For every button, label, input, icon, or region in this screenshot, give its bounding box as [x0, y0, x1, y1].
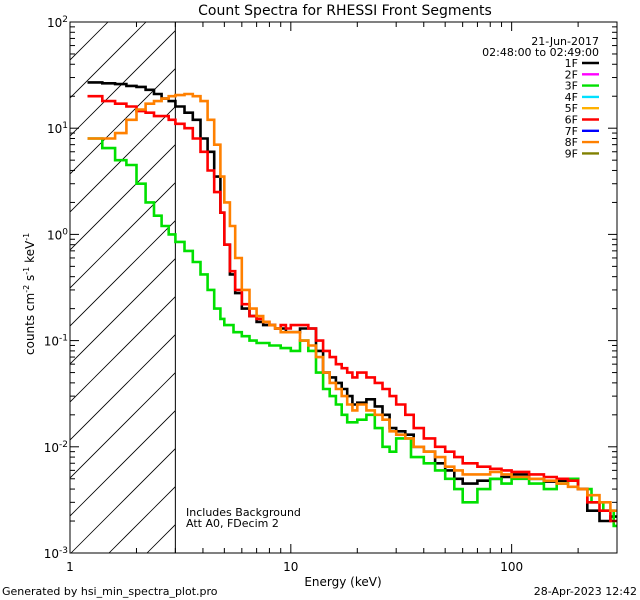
hatch-line: [70, 22, 71, 23]
annotation-background: Includes Background: [186, 506, 301, 519]
hatch-line: [70, 220, 176, 327]
y-axis-label: counts cm-2 s-1 keV-1: [22, 233, 37, 355]
hatch-line: [70, 30, 176, 137]
annotation-attenuator: Att A0, FDecim 2: [186, 517, 279, 530]
series-group: [87, 81, 617, 528]
legend-label: 8F: [565, 136, 578, 149]
series-line-3F: [87, 137, 617, 528]
series-line-6F: [87, 94, 617, 523]
legend-label: 7F: [565, 125, 578, 138]
footer-generated: Generated by hsi_min_spectra_plot.pro: [2, 585, 218, 598]
x-tick-label: 100: [500, 560, 523, 574]
y-tick-label: 10-3: [44, 546, 68, 561]
hatch-line: [70, 144, 176, 251]
hatch-line: [70, 410, 176, 517]
x-axis-label: Energy (keV): [304, 575, 381, 589]
hatch-line: [70, 334, 176, 441]
y-tick-label: 10-1: [44, 334, 68, 349]
y-tick-label: 102: [47, 15, 68, 30]
x-tick-label: 1: [66, 560, 74, 574]
hatch-line: [70, 258, 176, 365]
series-line-8F: [87, 92, 617, 512]
hatch-line: [70, 68, 176, 175]
legend-label: 4F: [565, 91, 578, 104]
y-tick-label: 100: [47, 227, 68, 242]
x-tick-label: 10: [283, 560, 298, 574]
series-line-1F: [87, 81, 617, 523]
hatch-line: [70, 106, 176, 213]
legend-label: 2F: [565, 68, 578, 81]
axis-ticks: [69, 21, 618, 554]
hatch-line: [70, 296, 176, 403]
legend-label: 6F: [565, 114, 578, 127]
legend: 1F 2F 3F 4F 5F 6F 7F 8F 9F: [565, 57, 599, 160]
hatch-line: [70, 448, 176, 553]
y-tick-label: 101: [47, 121, 68, 136]
hatch-line: [70, 372, 176, 479]
hatch-line: [70, 22, 109, 61]
plot-frame: [69, 21, 618, 554]
footer-timestamp: 28-Apr-2023 12:42: [534, 585, 637, 598]
legend-label: 5F: [565, 102, 578, 115]
legend-label: 9F: [565, 147, 578, 160]
time-range-label: 02:48:00 to 02:49:00: [482, 46, 599, 59]
legend-label: 1F: [565, 57, 578, 70]
y-tick-label: 10-2: [44, 440, 68, 455]
date-label: 21-Jun-2017: [531, 35, 599, 48]
legend-label: 3F: [565, 80, 578, 93]
chart-title: Count Spectra for RHESSI Front Segments: [198, 3, 492, 19]
hatch-line: [108, 486, 176, 553]
